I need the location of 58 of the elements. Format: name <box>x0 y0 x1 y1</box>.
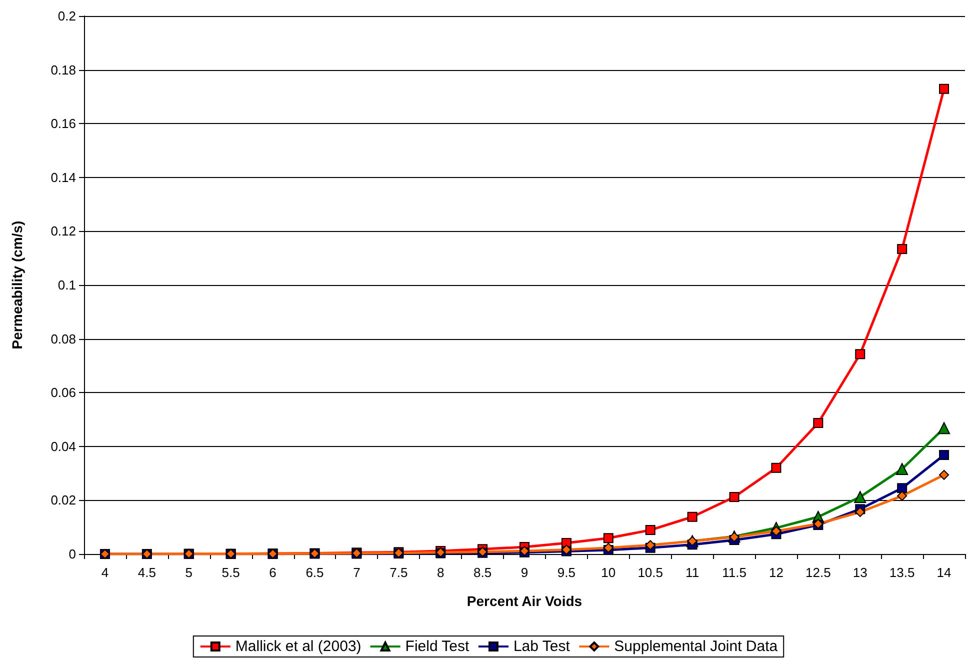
x-tick-label: 6 <box>269 565 276 580</box>
x-tick-label: 12.5 <box>806 565 831 580</box>
x-tick-label: 4 <box>101 565 109 580</box>
point <box>645 525 656 536</box>
point <box>897 244 908 254</box>
x-tick-label: 7.5 <box>390 565 408 580</box>
x-tick-label: 11.5 <box>722 565 746 580</box>
point <box>896 462 908 475</box>
x-tick-label: 8.5 <box>474 565 492 580</box>
x-tick-label: 6.5 <box>306 565 324 580</box>
point <box>938 422 950 434</box>
x-tick-label: 14 <box>936 565 952 580</box>
point <box>897 483 908 494</box>
point <box>939 84 950 94</box>
point <box>771 462 782 473</box>
point <box>729 532 740 542</box>
point <box>939 470 950 480</box>
x-tick-label: 4.5 <box>138 565 156 580</box>
point <box>645 540 656 550</box>
y-tick-label: 0.18 <box>50 62 76 78</box>
x-tick-label: 7 <box>353 565 360 580</box>
y-tick-label: 0.02 <box>50 492 76 508</box>
legend-label: Mallick et al (2003) <box>235 638 362 655</box>
point <box>855 507 866 518</box>
point <box>687 512 698 522</box>
y-tick-label: 0.06 <box>50 385 76 400</box>
y-tick-label: 0.12 <box>50 224 76 239</box>
x-tick-label: 13.5 <box>889 565 915 580</box>
y-axis-title: Permeability (cm/s) <box>9 220 25 350</box>
point <box>939 450 950 460</box>
point <box>897 490 908 501</box>
point <box>854 490 866 503</box>
y-tick-label: 0.2 <box>58 8 76 24</box>
x-tick-label: 11 <box>686 565 700 580</box>
point <box>813 418 824 428</box>
x-tick-label: 9.5 <box>557 565 576 580</box>
x-tick-label: 5.5 <box>222 565 240 580</box>
legend-label: Supplemental Joint Data <box>614 638 778 655</box>
point <box>855 349 866 360</box>
y-tick-label: 0.08 <box>50 331 76 346</box>
x-tick-label: 5 <box>185 565 192 580</box>
point <box>771 526 782 536</box>
x-tick-label: 10.5 <box>638 565 664 580</box>
y-tick-label: 0.1 <box>58 278 76 292</box>
legend-label: Field Test <box>405 638 470 655</box>
y-tick-label: 0.04 <box>50 438 76 454</box>
x-tick-label: 13 <box>852 565 868 580</box>
x-axis-title: Percent Air Voids <box>466 593 582 609</box>
x-tick-label: 12 <box>768 565 784 580</box>
x-tick-label: 9 <box>520 565 528 580</box>
x-tick-label: 10 <box>601 565 616 580</box>
y-tick-label: 0.14 <box>50 170 76 185</box>
y-tick-label: 0.16 <box>50 116 76 132</box>
legend-label: Lab Test <box>513 638 571 655</box>
point <box>729 492 740 502</box>
y-tick-label: 0 <box>68 546 76 562</box>
x-tick-label: 8 <box>436 565 444 580</box>
point <box>603 533 614 544</box>
